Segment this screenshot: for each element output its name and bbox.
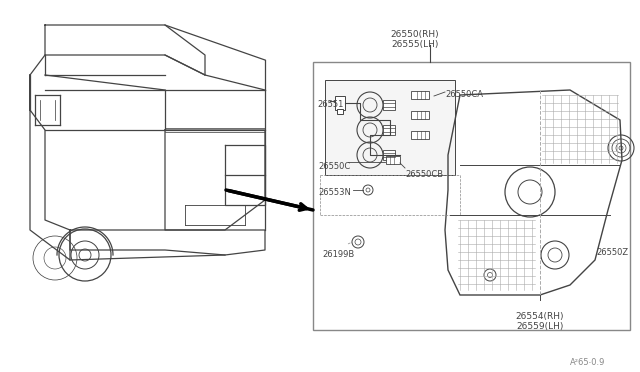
Bar (325, 80, 455, 175)
Bar (335, 96, 345, 110)
Text: 26553N: 26553N (318, 188, 351, 197)
Text: 26551: 26551 (317, 100, 344, 109)
Bar (383, 150, 395, 160)
Text: 26550CA: 26550CA (445, 90, 483, 99)
Text: 26199B: 26199B (322, 250, 355, 259)
Bar (411, 111, 429, 119)
Text: 26554(RH)
26559(LH): 26554(RH) 26559(LH) (516, 312, 564, 331)
Text: 26550(RH)
26555(LH): 26550(RH) 26555(LH) (390, 30, 439, 49)
Bar (386, 156, 400, 164)
Bar (337, 109, 343, 114)
Text: 26550CB: 26550CB (405, 170, 443, 179)
Text: 26550C: 26550C (318, 162, 350, 171)
Bar (313, 62, 630, 330)
Bar (411, 131, 429, 139)
Bar (383, 125, 395, 135)
Text: 26550Z: 26550Z (596, 248, 628, 257)
Bar (383, 100, 395, 110)
Text: A²65⋅0.9: A²65⋅0.9 (570, 358, 605, 367)
Bar (411, 91, 429, 99)
